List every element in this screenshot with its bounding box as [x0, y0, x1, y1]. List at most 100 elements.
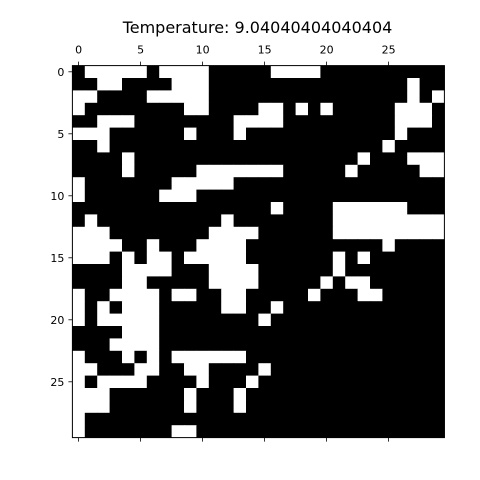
- lattice-cell: [382, 363, 396, 376]
- lattice-cell: [320, 400, 334, 414]
- lattice-cell: [171, 301, 185, 314]
- lattice-cell: [208, 239, 222, 252]
- lattice-cell: [84, 102, 98, 116]
- lattice-cell: [432, 288, 445, 302]
- lattice-cell: [382, 350, 396, 364]
- lattice-cell: [134, 350, 148, 364]
- x-tick-label: 15: [258, 44, 272, 57]
- lattice-cell: [382, 400, 396, 414]
- lattice-cell: [72, 127, 86, 141]
- lattice-cell: [295, 214, 309, 228]
- lattice-cell: [159, 251, 172, 265]
- lattice-cell: [97, 338, 110, 352]
- lattice-cell: [332, 214, 346, 228]
- lattice-cell: [184, 189, 197, 203]
- lattice-cell: [84, 164, 98, 178]
- lattice-cell: [283, 375, 296, 389]
- lattice-cell: [345, 338, 358, 352]
- lattice-cell: [97, 313, 110, 327]
- lattice-cell: [122, 152, 135, 166]
- lattice-cell: [419, 301, 433, 314]
- lattice-cell: [370, 177, 383, 190]
- lattice-cell: [97, 375, 110, 389]
- lattice-cell: [171, 140, 185, 153]
- lattice-cell: [208, 251, 222, 265]
- lattice-cell: [345, 375, 358, 389]
- lattice-cell: [233, 65, 247, 79]
- lattice-cell: [208, 177, 222, 190]
- lattice-cell: [419, 412, 433, 426]
- lattice-cell: [308, 301, 321, 314]
- lattice-cell: [419, 164, 433, 178]
- lattice-cell: [308, 189, 321, 203]
- lattice-cell: [407, 90, 420, 104]
- lattice-cell: [184, 264, 197, 277]
- lattice-cell: [221, 102, 234, 116]
- lattice-cell: [382, 388, 396, 401]
- lattice-cell: [146, 78, 160, 91]
- lattice-cell: [357, 226, 371, 240]
- lattice-cell: [84, 127, 98, 141]
- lattice-cell: [382, 127, 396, 141]
- lattice-cell: [109, 214, 123, 228]
- lattice-cell: [233, 301, 247, 314]
- lattice-cell: [97, 78, 110, 91]
- lattice-cell: [97, 276, 110, 290]
- lattice-cell: [308, 127, 321, 141]
- lattice-cell: [357, 152, 371, 166]
- lattice-cell: [233, 115, 247, 128]
- lattice-cell: [270, 251, 284, 265]
- lattice-cell: [308, 239, 321, 252]
- lattice-cell: [84, 90, 98, 104]
- lattice-cell: [171, 313, 185, 327]
- lattice-cell: [370, 350, 383, 364]
- lattice-cell: [419, 276, 433, 290]
- lattice-cell: [196, 276, 210, 290]
- lattice-cell: [109, 338, 123, 352]
- lattice-cell: [122, 326, 135, 339]
- lattice-cell: [97, 412, 110, 426]
- lattice-cell: [159, 412, 172, 426]
- lattice-cell: [370, 214, 383, 228]
- lattice-cell: [382, 251, 396, 265]
- lattice-cell: [432, 301, 445, 314]
- lattice-cell: [109, 412, 123, 426]
- lattice-cell: [357, 338, 371, 352]
- lattice-cell: [270, 90, 284, 104]
- lattice-cell: [246, 251, 259, 265]
- lattice-cell: [72, 189, 86, 203]
- lattice-cell: [382, 288, 396, 302]
- lattice-cell: [84, 226, 98, 240]
- lattice-cell: [270, 425, 284, 438]
- lattice-cell: [283, 412, 296, 426]
- lattice-cell: [407, 301, 420, 314]
- lattice-cell: [357, 102, 371, 116]
- lattice-cell: [134, 251, 148, 265]
- lattice-cell: [72, 102, 86, 116]
- lattice-cell: [258, 388, 272, 401]
- lattice-cell: [270, 164, 284, 178]
- lattice-cell: [258, 288, 272, 302]
- lattice-cell: [357, 301, 371, 314]
- lattice-cell: [246, 338, 259, 352]
- lattice-cell: [159, 363, 172, 376]
- lattice-cell: [345, 226, 358, 240]
- lattice-cell: [84, 338, 98, 352]
- lattice-cell: [72, 226, 86, 240]
- lattice-cell: [146, 264, 160, 277]
- lattice-cell: [419, 288, 433, 302]
- lattice-cell: [357, 350, 371, 364]
- lattice-cell: [382, 202, 396, 215]
- lattice-cell: [97, 239, 110, 252]
- lattice-cell: [283, 127, 296, 141]
- lattice-cell: [270, 214, 284, 228]
- lattice-cell: [221, 226, 234, 240]
- lattice-cell: [84, 288, 98, 302]
- lattice-cell: [332, 140, 346, 153]
- lattice-cell: [332, 102, 346, 116]
- lattice-cell: [308, 102, 321, 116]
- lattice-cell: [196, 412, 210, 426]
- lattice-cell: [146, 388, 160, 401]
- lattice-cell: [258, 78, 272, 91]
- lattice-cell: [295, 363, 309, 376]
